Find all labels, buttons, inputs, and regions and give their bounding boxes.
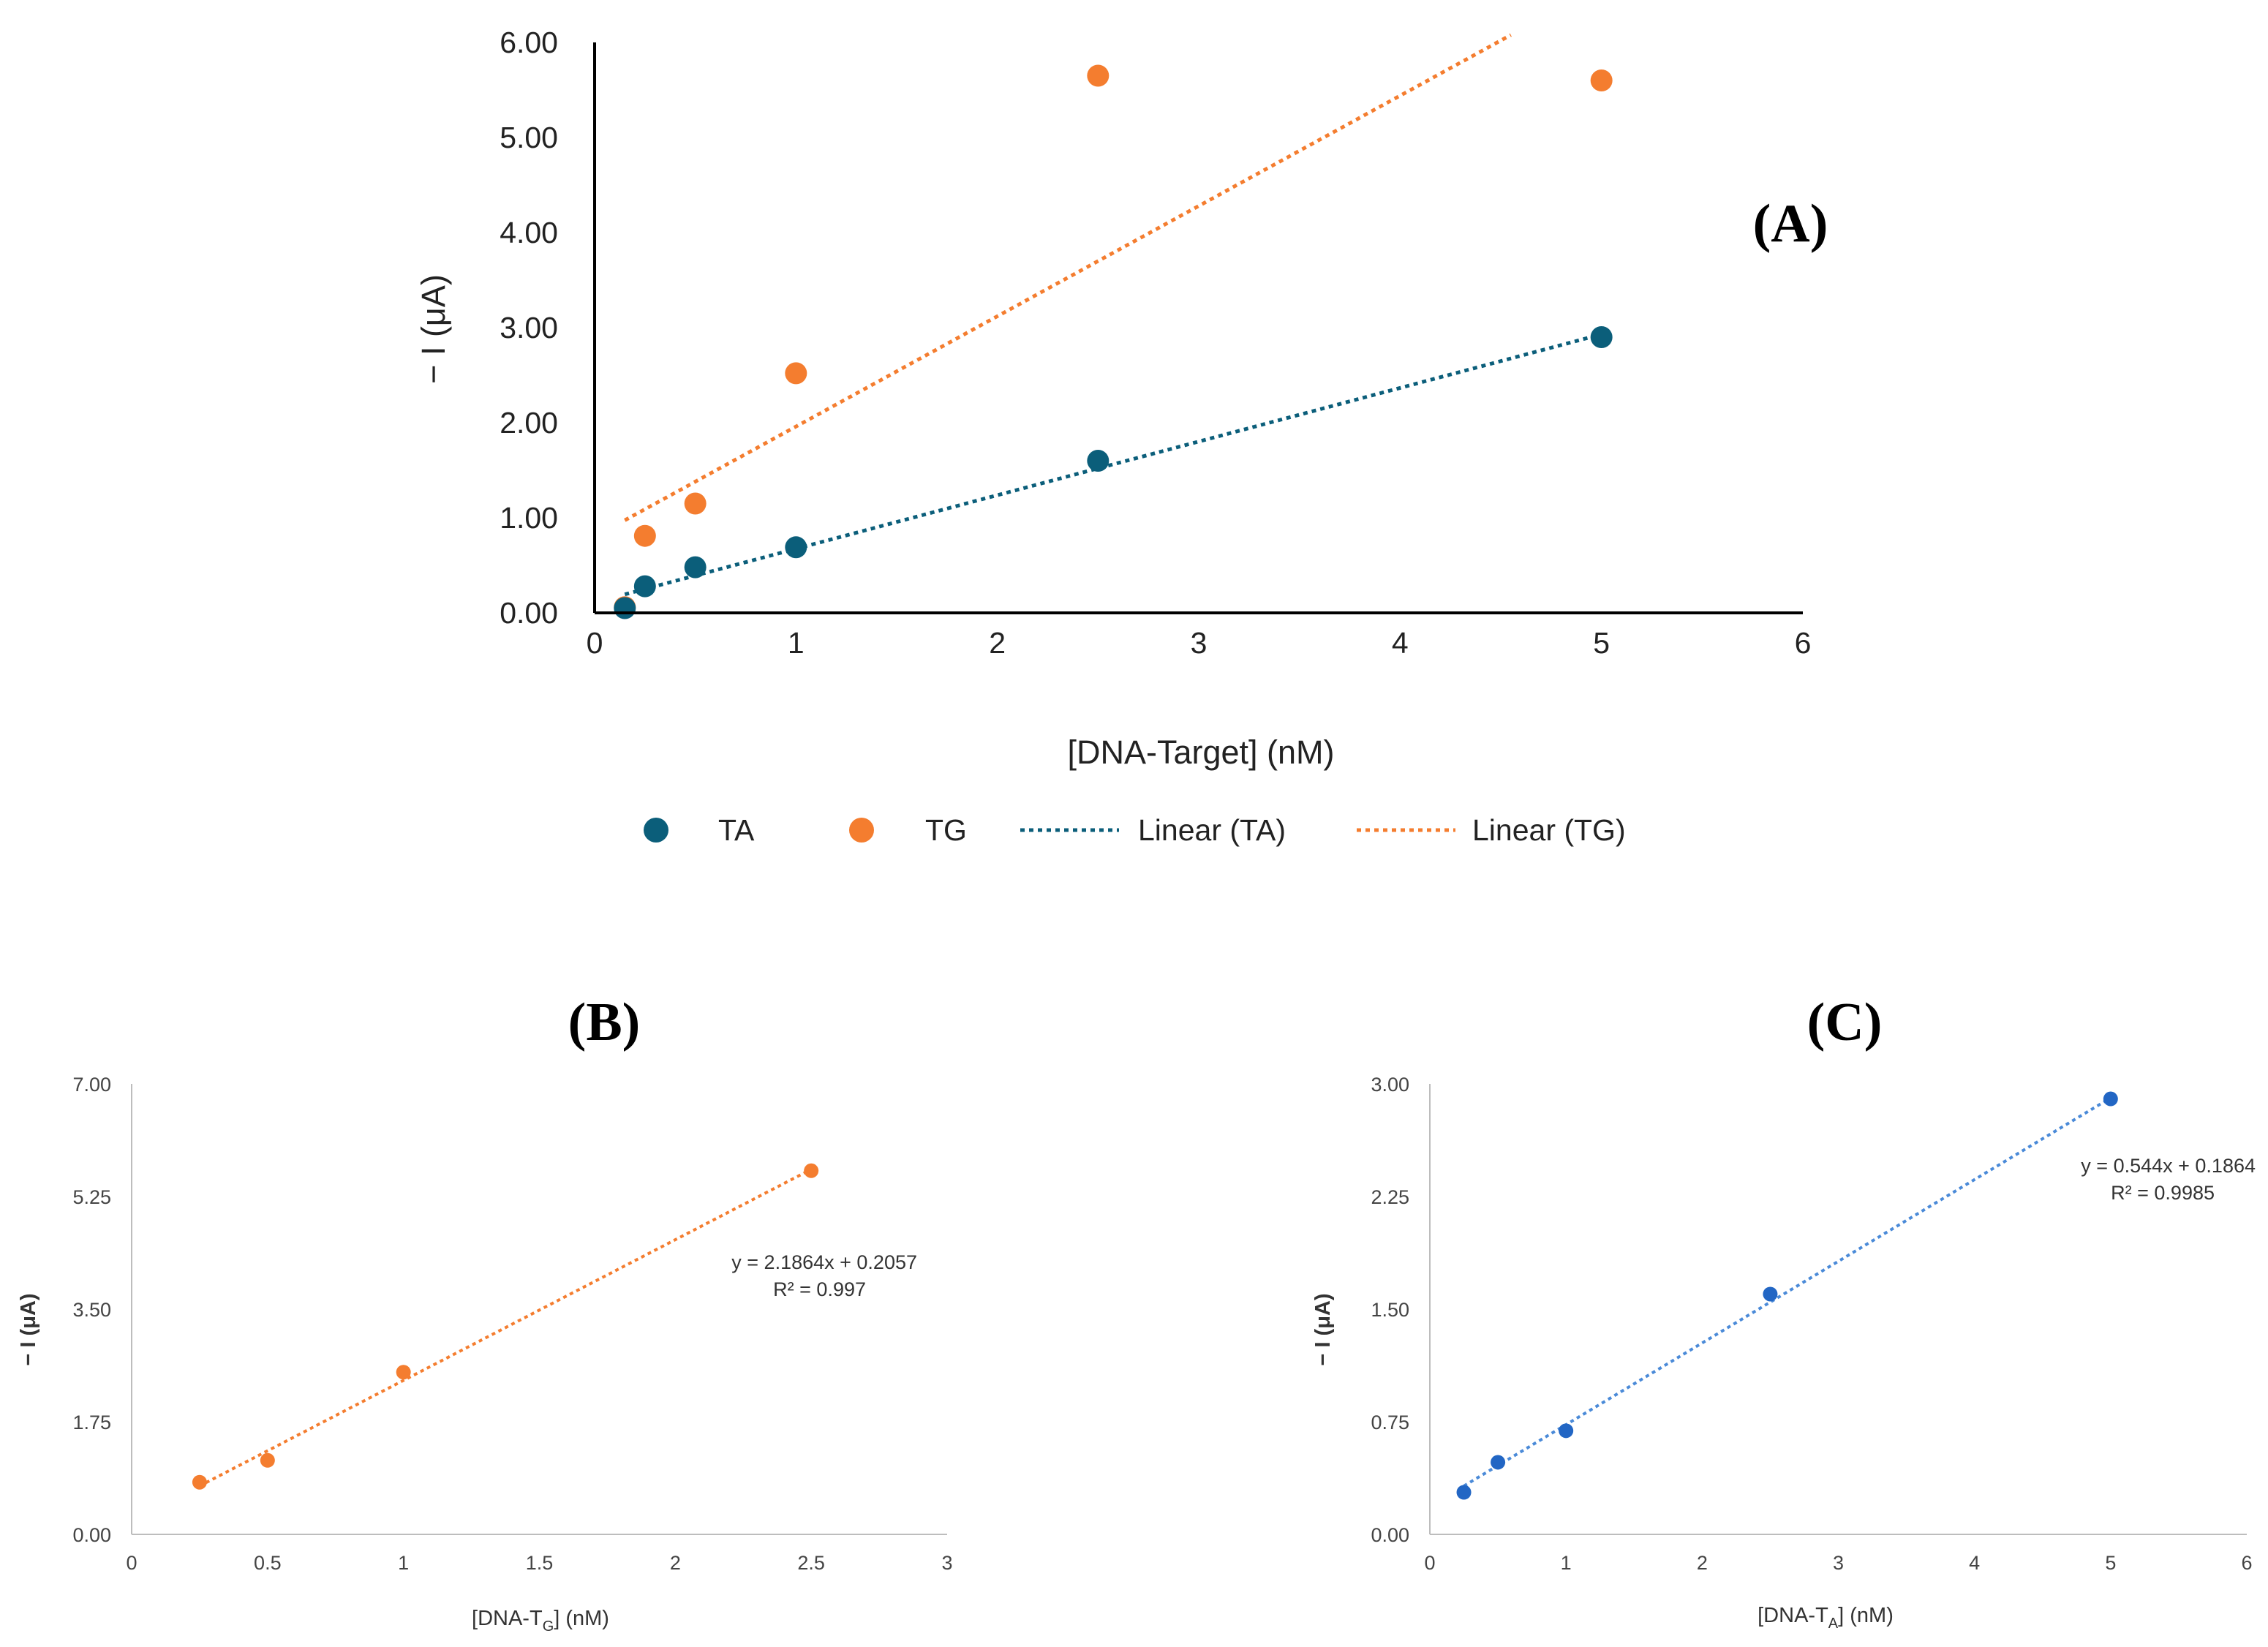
c-y-tick-label: 0.75 [1371, 1412, 1409, 1433]
a-y-tick-label: 6.00 [500, 26, 558, 59]
data-point-tg [684, 492, 707, 515]
data-point-ta [2103, 1091, 2118, 1107]
panel-b-y-axis-title: − I (μA) [17, 1293, 40, 1365]
a-x-tick-label: 3 [1191, 626, 1208, 660]
data-point-ta [1087, 450, 1109, 472]
panel-c-x-axis-title-tail: ] (nM) [1838, 1604, 1894, 1627]
trendline-linear-tg [624, 33, 1512, 522]
panel-b-x-axis-title-main: [DNA-T [472, 1607, 543, 1630]
data-point-ta [684, 556, 707, 578]
data-point-ta [1491, 1455, 1506, 1470]
data-point-tg [633, 524, 656, 547]
data-point-ta [1763, 1286, 1778, 1302]
a-x-tick-label: 4 [1392, 626, 1409, 660]
panel-c-y-axis-title: − I (μA) [1311, 1293, 1335, 1365]
a-x-tick-label: 6 [1795, 626, 1812, 660]
b-x-tick-label: 1 [398, 1552, 409, 1574]
c-y-tick-label: 3.00 [1371, 1074, 1409, 1096]
legend-label-linear-tg: Linear (TG) [1472, 813, 1626, 847]
panel-b-x-axis-title: [DNA-TG] (nM) [472, 1607, 609, 1635]
trendline-ta [1463, 1096, 2111, 1488]
c-x-tick-label: 2 [1697, 1552, 1708, 1574]
panel-c-x-axis-title-main: [DNA-T [1757, 1604, 1828, 1627]
panel-a-label: (A) [1753, 194, 1828, 254]
panel-b-equation: y = 2.1864x + 0.2057 [731, 1251, 917, 1273]
c-y-tick-label: 1.50 [1371, 1299, 1409, 1321]
legend-label-tg: TG [925, 813, 967, 847]
c-y-tick-label: 2.25 [1371, 1186, 1409, 1208]
data-point-ta [1456, 1485, 1472, 1500]
b-y-tick-label: 5.25 [72, 1186, 111, 1208]
a-y-tick-label: 4.00 [500, 216, 558, 249]
trendline-tg [198, 1168, 813, 1488]
data-point-tg [1087, 64, 1109, 87]
b-x-tick-label: 2 [670, 1552, 681, 1574]
b-y-tick-label: 0.00 [72, 1524, 111, 1546]
panel-b-x-axis-title-tail: ] (nM) [554, 1607, 609, 1630]
b-y-tick-label: 7.00 [72, 1074, 111, 1096]
b-x-tick-label: 2.5 [797, 1552, 825, 1574]
a-x-tick-label: 1 [788, 626, 805, 660]
data-point-ta [785, 536, 807, 559]
data-point-tg [804, 1163, 819, 1178]
a-y-tick-label: 3.00 [500, 311, 558, 344]
b-y-tick-label: 3.50 [72, 1299, 111, 1321]
panel-c: (C) 0 1 2 3 4 5 6 0.00 0.75 1.50 2.25 3.00 y = 0.54… [1311, 992, 2256, 1632]
c-x-tick-label: 5 [2105, 1552, 2116, 1574]
legend-marker-tg [849, 818, 874, 843]
legend-marker-ta [644, 818, 668, 843]
panel-a-x-axis-title: [DNA-Target] (nM) [1067, 734, 1334, 771]
panel-b: (B) 0 0.5 1 1.5 2 2.5 3 0.00 1.75 3.50 5.25 7.00 y … [17, 992, 953, 1635]
a-x-tick-label: 5 [1593, 626, 1610, 660]
panel-b-x-axis-title-sub: G [543, 1618, 554, 1635]
b-x-tick-label: 3 [941, 1552, 952, 1574]
data-point-ta [614, 597, 636, 619]
b-y-tick-label: 1.75 [72, 1412, 111, 1433]
b-x-tick-label: 1.5 [526, 1552, 554, 1574]
c-x-tick-label: 0 [1424, 1552, 1435, 1574]
panel-c-x-axis-title-sub: A [1828, 1616, 1839, 1632]
c-x-tick-label: 4 [1969, 1552, 1980, 1574]
data-point-tg [1590, 69, 1613, 91]
c-y-tick-label: 0.00 [1371, 1524, 1409, 1546]
a-y-tick-label: 2.00 [500, 406, 558, 440]
c-x-tick-label: 6 [2241, 1552, 2252, 1574]
c-x-tick-label: 3 [1833, 1552, 1844, 1574]
legend-label-linear-ta: Linear (TA) [1138, 813, 1286, 847]
a-y-tick-label: 0.00 [500, 596, 558, 630]
panel-b-label: (B) [568, 992, 641, 1052]
a-y-tick-label: 1.00 [500, 501, 558, 535]
data-point-tg [260, 1452, 275, 1468]
panel-c-r-squared: R² = 0.9985 [2111, 1182, 2215, 1204]
a-y-tick-label: 5.00 [500, 121, 558, 154]
data-point-tg [785, 362, 807, 385]
data-point-ta [1559, 1423, 1574, 1439]
a-x-tick-label: 2 [989, 626, 1006, 660]
panel-b-r-squared: R² = 0.997 [773, 1278, 866, 1300]
trendline-linear-ta [624, 332, 1602, 597]
c-x-tick-label: 1 [1561, 1552, 1572, 1574]
legend-label-ta: TA [718, 813, 755, 847]
data-point-tg [396, 1365, 411, 1380]
panel-a: (A) 0 1 2 3 4 5 60.001.002.003.004.005.006.00 … [415, 26, 1828, 847]
panel-c-label: (C) [1807, 992, 1883, 1052]
a-x-tick-label: 0 [587, 626, 603, 660]
data-point-ta [1590, 326, 1613, 348]
panel-a-legend: TA TG Linear (TA) Linear (TG) [644, 813, 1626, 847]
data-point-tg [192, 1474, 207, 1490]
b-x-tick-label: 0.5 [254, 1552, 282, 1574]
panel-c-x-axis-title: [DNA-TA] (nM) [1757, 1604, 1894, 1632]
panel-a-y-axis-title: − I (μA) [415, 274, 452, 384]
data-point-ta [633, 575, 656, 598]
panel-c-equation: y = 0.544x + 0.1864 [2081, 1155, 2256, 1177]
b-x-tick-label: 0 [126, 1552, 137, 1574]
